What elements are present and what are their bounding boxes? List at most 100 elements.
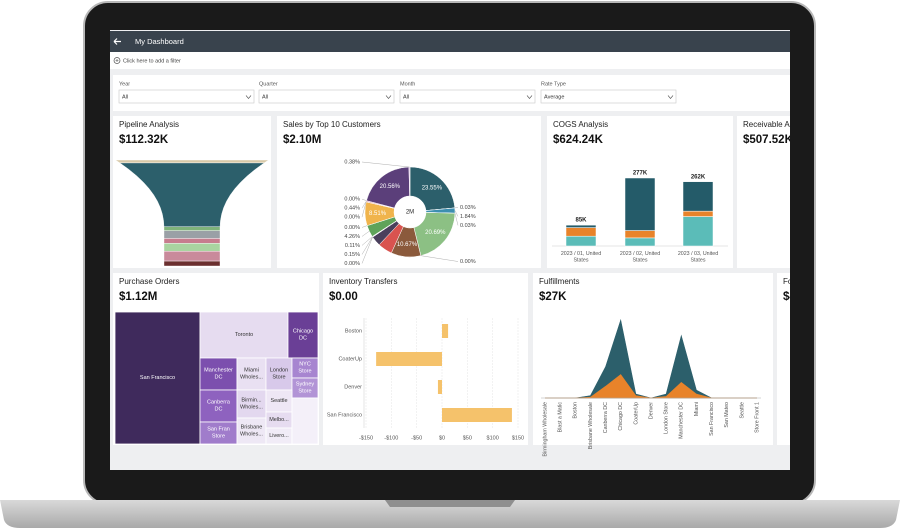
slice-label: 1.84% — [460, 214, 476, 220]
total-label: 277K — [633, 171, 648, 177]
filter-label: Year — [119, 81, 130, 87]
tile-title: Purchase Orders — [119, 277, 179, 286]
treemap-cell[interactable] — [236, 389, 267, 419]
funnel-stage — [114, 159, 270, 164]
tile-title: Sales by Top 10 Customers — [283, 120, 381, 129]
tile-kpi: $4 — [783, 291, 796, 303]
filter-value: Average — [544, 94, 564, 100]
x-tick-label: Chicago DC — [618, 402, 624, 431]
dropdown-caret — [526, 95, 533, 99]
slice-label: 23.55% — [422, 186, 443, 192]
dropdown-caret — [385, 95, 392, 99]
tile-title: Fulfillments — [539, 277, 579, 286]
total-label: 85K — [575, 218, 587, 224]
slice-label: 8.51% — [369, 211, 387, 217]
back-arrow[interactable] — [113, 38, 121, 45]
x-tick-label: $50 — [463, 435, 472, 441]
x-tick-label: San Francisco — [709, 402, 715, 436]
leader-line — [361, 161, 410, 168]
filter-dropdown[interactable] — [399, 89, 536, 104]
x-tick-label: -$150 — [359, 435, 373, 441]
x-tick-label: $150 — [512, 435, 524, 441]
tile-title: Inventory Transfers — [329, 277, 397, 286]
treemap-cell — [291, 397, 319, 445]
slice-label: 0.00% — [344, 197, 360, 203]
treemap-cell[interactable] — [236, 357, 267, 391]
bar-segment — [624, 237, 656, 247]
dropdown-caret — [667, 95, 674, 99]
slice-label: 0.00% — [344, 225, 360, 231]
filter-value: All — [122, 94, 128, 100]
filter-bar[interactable] — [110, 52, 790, 69]
total-label: 262K — [691, 174, 706, 180]
add-filter-icon[interactable] — [113, 57, 121, 64]
treemap-label: NYC Store — [298, 362, 311, 375]
tile[interactable] — [737, 116, 817, 268]
x-tick-label: CoaterUp — [633, 402, 639, 425]
x-tick-label: Miami — [694, 402, 700, 416]
tile[interactable] — [533, 273, 773, 445]
dropdown-caret — [245, 95, 252, 99]
funnel-stage — [163, 243, 221, 252]
filter-hint[interactable]: Click here to add a filter — [123, 58, 181, 64]
x-tick-label: Birmingham Wholesale — [542, 402, 548, 457]
tile-title: COGS Analysis — [553, 120, 608, 129]
x-tick-label: $0 — [439, 435, 445, 441]
filter-label: Quarter — [259, 81, 278, 87]
x-tick-label: Brisbane Wholesale — [588, 402, 594, 449]
slice-label: 0.00% — [344, 215, 360, 221]
x-tick-label: Denver — [648, 402, 654, 419]
filter-dropdown[interactable] — [258, 89, 395, 104]
treemap-cell[interactable] — [287, 311, 319, 359]
bar-segment — [565, 227, 597, 237]
treemap-cell[interactable] — [199, 357, 238, 391]
leader-line — [361, 225, 368, 228]
tile[interactable] — [777, 273, 827, 445]
leader-line — [454, 213, 459, 226]
x-tick-label: -$50 — [411, 435, 422, 441]
leader-line — [361, 198, 367, 201]
screen: My Dashboard Click here to add a filter Ye… — [110, 30, 827, 470]
leader-line — [361, 236, 373, 246]
filter-dropdown[interactable] — [540, 89, 677, 104]
slice-label: 0.15% — [344, 252, 360, 258]
treemap-label: San Francisco — [140, 375, 175, 381]
filter-label: Month — [400, 81, 415, 87]
treemap-label: Canberra DC — [207, 400, 231, 413]
bar-segment — [565, 224, 597, 228]
treemap-label: London Store — [270, 368, 288, 381]
funnel-stage — [163, 238, 221, 244]
slice-label: 0.03% — [460, 223, 476, 229]
slice-label: 20.69% — [425, 230, 446, 236]
bar-segment — [682, 181, 714, 212]
x-tick-label: Manchester DC — [679, 402, 685, 439]
treemap-cell[interactable] — [199, 311, 289, 359]
slice-label: 10.67% — [397, 242, 418, 248]
bar — [376, 352, 442, 366]
treemap-label: Melbo... — [269, 417, 289, 423]
tile-kpi: $1.12M — [119, 291, 157, 303]
tile-kpi: $624.24K — [553, 134, 604, 146]
funnel-stage — [163, 230, 221, 239]
treemap-cell[interactable] — [114, 311, 201, 445]
treemap-label: Miami Wholes... — [240, 368, 263, 381]
x-tick-label: Seattle — [739, 402, 745, 419]
treemap-label: San Fran Store — [207, 427, 230, 440]
filter-dropdown[interactable] — [118, 89, 255, 104]
slice-label: 0.44% — [344, 206, 360, 212]
leader-line — [361, 231, 370, 237]
slice-label: 4.26% — [344, 234, 360, 240]
bar-segment — [624, 230, 656, 239]
bar-segment — [682, 210, 714, 217]
leader-line — [361, 236, 373, 255]
treemap-label: Chicago DC — [293, 329, 313, 342]
x-tick-label: Canberra DC — [603, 402, 609, 433]
x-tick-label: 2023 / 03, United States — [678, 251, 718, 264]
funnel-stage — [163, 226, 221, 231]
filter-value: All — [262, 94, 268, 100]
treemap-label: Birmin... Wholes... — [240, 398, 263, 411]
treemap-label: Sydney Store — [296, 382, 315, 395]
add-filter-plus — [115, 59, 119, 62]
